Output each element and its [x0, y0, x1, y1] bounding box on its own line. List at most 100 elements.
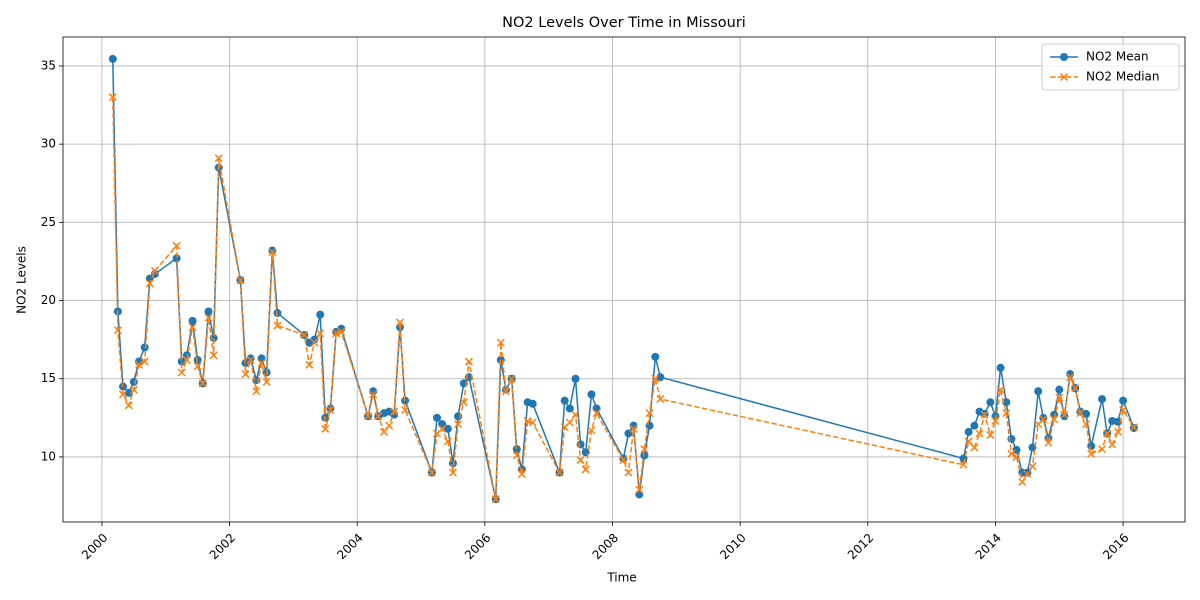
- point: [645, 409, 654, 418]
- point: [241, 370, 250, 379]
- plot-frame: [62, 36, 1186, 523]
- legend-box: [1041, 43, 1180, 91]
- point: [491, 495, 500, 504]
- x-tick-label: 2014: [973, 531, 1004, 562]
- point: [651, 374, 660, 383]
- point: [337, 327, 346, 336]
- y-tick-label: 30: [41, 137, 56, 151]
- point: [443, 437, 452, 446]
- point: [1012, 452, 1021, 461]
- point: [986, 431, 995, 440]
- point: [651, 352, 660, 361]
- point: [576, 456, 585, 465]
- legend-label: NO2 Mean: [1086, 50, 1149, 64]
- point: [204, 307, 213, 316]
- y-tick-label: 35: [41, 58, 56, 72]
- point: [996, 363, 1005, 372]
- point: [1087, 449, 1096, 458]
- point: [975, 429, 984, 438]
- point: [1012, 445, 1021, 454]
- point: [214, 154, 223, 163]
- point: [581, 465, 590, 474]
- point: [241, 359, 250, 368]
- point: [448, 468, 457, 477]
- point: [1034, 387, 1043, 396]
- point: [964, 437, 973, 446]
- point: [246, 354, 255, 363]
- y-tick-label: 10: [41, 449, 56, 463]
- point: [326, 405, 335, 415]
- point: [124, 388, 133, 397]
- point: [501, 387, 510, 396]
- point: [1055, 393, 1064, 402]
- point: [124, 401, 133, 410]
- point: [108, 54, 117, 63]
- point: [512, 451, 521, 460]
- point: [571, 410, 580, 419]
- point: [560, 396, 569, 405]
- x-tick-label: 2004: [334, 531, 365, 562]
- point: [970, 421, 979, 430]
- point: [640, 445, 649, 454]
- legend-label: NO2 Median: [1086, 70, 1160, 84]
- point: [1044, 438, 1053, 447]
- point: [268, 246, 277, 255]
- point: [986, 398, 995, 407]
- point: [565, 404, 574, 413]
- point: [145, 279, 154, 288]
- point: [640, 451, 649, 460]
- point: [991, 416, 1000, 425]
- point: [1071, 384, 1080, 393]
- point: [236, 276, 245, 285]
- point: [1087, 441, 1096, 450]
- x-tick-label: 2010: [717, 531, 748, 562]
- point: [464, 357, 473, 366]
- point: [624, 468, 633, 477]
- point: [1007, 434, 1016, 443]
- point: [1098, 395, 1107, 404]
- point: [172, 241, 181, 250]
- point: [496, 338, 505, 347]
- point: [1097, 445, 1107, 454]
- point: [1002, 398, 1011, 407]
- point: [523, 416, 532, 425]
- point: [1066, 373, 1075, 382]
- point: [395, 318, 405, 327]
- point: [273, 321, 282, 330]
- point: [172, 254, 181, 263]
- point: [517, 470, 526, 479]
- series-line: [112, 97, 1135, 500]
- point: [305, 360, 314, 369]
- x-axis-label: Time: [606, 571, 636, 585]
- point: [374, 412, 383, 421]
- point: [129, 385, 138, 394]
- point: [635, 485, 644, 494]
- point: [1039, 415, 1048, 424]
- point: [959, 460, 968, 469]
- point: [433, 413, 441, 422]
- legend-marker: [1059, 72, 1069, 82]
- point: [1108, 440, 1117, 449]
- point: [1076, 409, 1085, 418]
- point: [1103, 429, 1112, 438]
- point: [262, 377, 271, 386]
- point: [959, 454, 968, 463]
- point: [140, 343, 149, 352]
- point: [1050, 415, 1059, 424]
- point: [507, 374, 516, 383]
- point: [118, 390, 128, 399]
- point: [1060, 410, 1069, 419]
- x-tick-label: 2016: [1100, 531, 1131, 562]
- point: [113, 326, 122, 335]
- point: [1113, 417, 1122, 426]
- point: [1129, 423, 1138, 432]
- legend-marker: [1060, 53, 1068, 61]
- x-tick-label: 2002: [207, 531, 238, 562]
- point: [587, 426, 596, 435]
- point: [134, 360, 143, 369]
- point: [1060, 412, 1069, 421]
- point: [310, 338, 319, 347]
- point: [140, 357, 149, 366]
- point: [316, 329, 325, 338]
